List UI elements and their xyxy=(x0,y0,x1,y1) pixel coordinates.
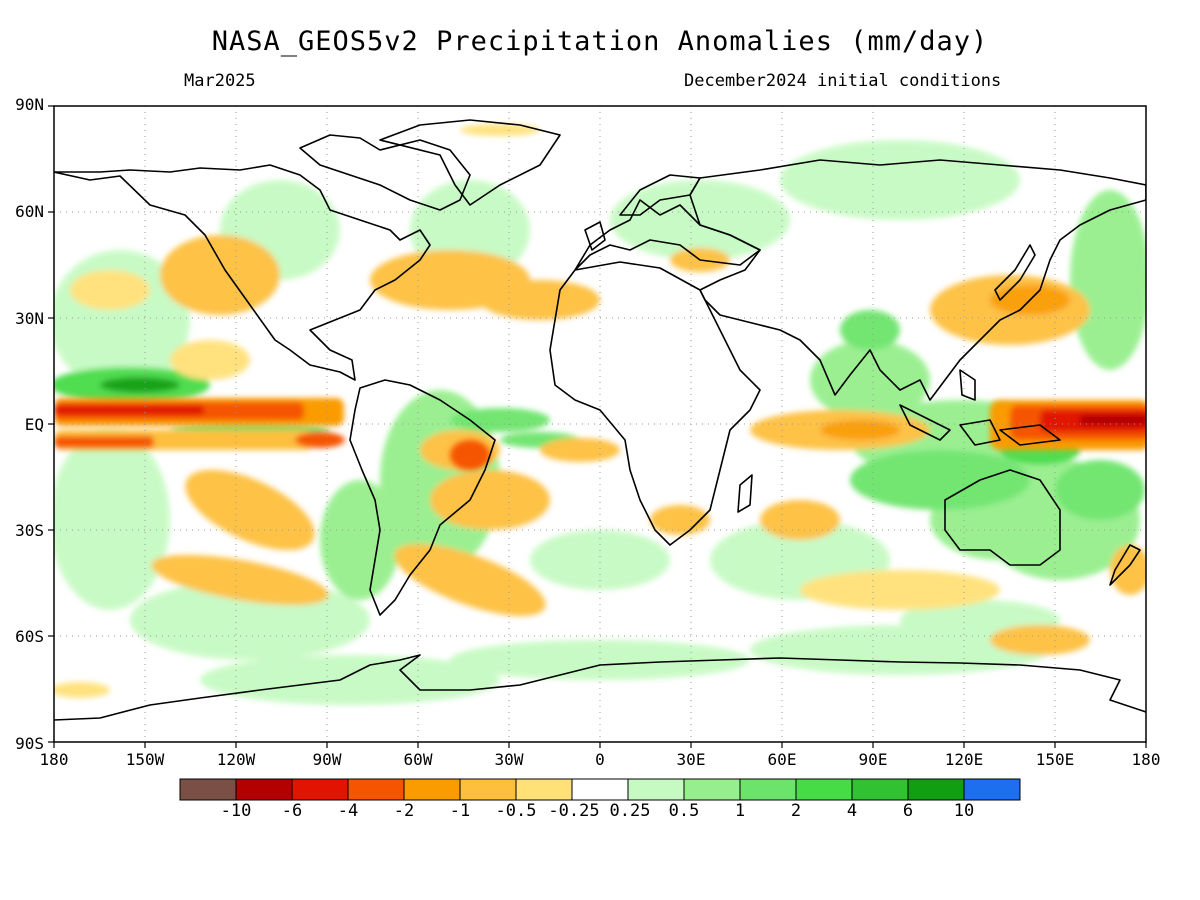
colorbar-swatch xyxy=(235,778,293,801)
lon-label-90w: 90W xyxy=(312,750,342,769)
colorbar-label-2: 2 xyxy=(790,801,802,821)
colorbar-swatch xyxy=(627,778,685,801)
colorbar-swatch xyxy=(795,778,853,801)
colorbar-label-4: 4 xyxy=(846,801,858,821)
map-title: NASA_GEOS5v2 Precipitation Anomalies (mm… xyxy=(211,26,989,57)
lon-label-60w: 60W xyxy=(403,750,433,769)
colorbar-label-minus0_5: -0.5 xyxy=(495,801,537,821)
colorbar-label-1: 1 xyxy=(734,801,746,821)
lon-label-150w: 150W xyxy=(125,750,165,769)
lon-label-120w: 120W xyxy=(216,750,256,769)
colorbar-label-minus4: -4 xyxy=(337,801,359,821)
colorbar-swatch xyxy=(739,778,797,801)
colorbar-label-0_25: 0.25 xyxy=(609,801,651,821)
lon-label-60e: 60E xyxy=(767,750,797,769)
graticule xyxy=(54,106,1146,742)
colorbar-swatch xyxy=(963,778,1021,801)
colorbar-swatch xyxy=(515,778,573,801)
colorbar-swatch xyxy=(403,778,461,801)
lat-label-eq: EQ xyxy=(24,415,44,434)
lat-label-60s: 60S xyxy=(15,627,44,646)
colorbar-label-minus2: -2 xyxy=(393,801,415,821)
lon-label-180w: 180 xyxy=(39,750,69,769)
colorbar-label-minus10: -10 xyxy=(220,801,252,821)
lon-label-120e: 120E xyxy=(944,750,984,769)
coastlines xyxy=(54,119,1146,721)
initial-conditions: December2024 initial conditions xyxy=(684,71,1002,91)
lon-label-30w: 30W xyxy=(494,750,524,769)
lon-label-0: 0 xyxy=(595,750,605,769)
lat-label-30s: 30S xyxy=(15,521,44,540)
colorbar-swatch xyxy=(683,778,741,801)
colorbar-swatch xyxy=(571,778,629,801)
lat-label-90n: 90N xyxy=(15,95,44,114)
colorbar-label-10: 10 xyxy=(953,801,975,821)
colorbar-label-6: 6 xyxy=(902,801,914,821)
axis-ticks xyxy=(48,105,1147,748)
forecast-month: Mar2025 xyxy=(184,71,256,91)
lon-label-90e: 90E xyxy=(858,750,888,769)
colorbar-swatch xyxy=(459,778,517,801)
colorbar-swatch xyxy=(291,778,349,801)
colorbar-swatch xyxy=(907,778,965,801)
colorbar-swatch xyxy=(347,778,405,801)
colorbar-label-minus1: -1 xyxy=(449,801,471,821)
lon-label-180e: 180 xyxy=(1131,750,1161,769)
lat-label-90s: 90S xyxy=(15,734,44,753)
colorbar xyxy=(179,778,1021,801)
colorbar-label-minus0_25: -0.25 xyxy=(548,801,600,821)
lon-label-150e: 150E xyxy=(1035,750,1075,769)
colorbar-label-minus6: -6 xyxy=(281,801,303,821)
lat-label-60n: 60N xyxy=(15,202,44,221)
colorbar-swatch xyxy=(179,778,237,801)
colorbar-label-0_5: 0.5 xyxy=(668,801,700,821)
lon-label-30e: 30E xyxy=(676,750,706,769)
lat-label-30n: 30N xyxy=(15,309,44,328)
anomaly-field xyxy=(54,124,1146,705)
colorbar-swatch xyxy=(851,778,909,801)
